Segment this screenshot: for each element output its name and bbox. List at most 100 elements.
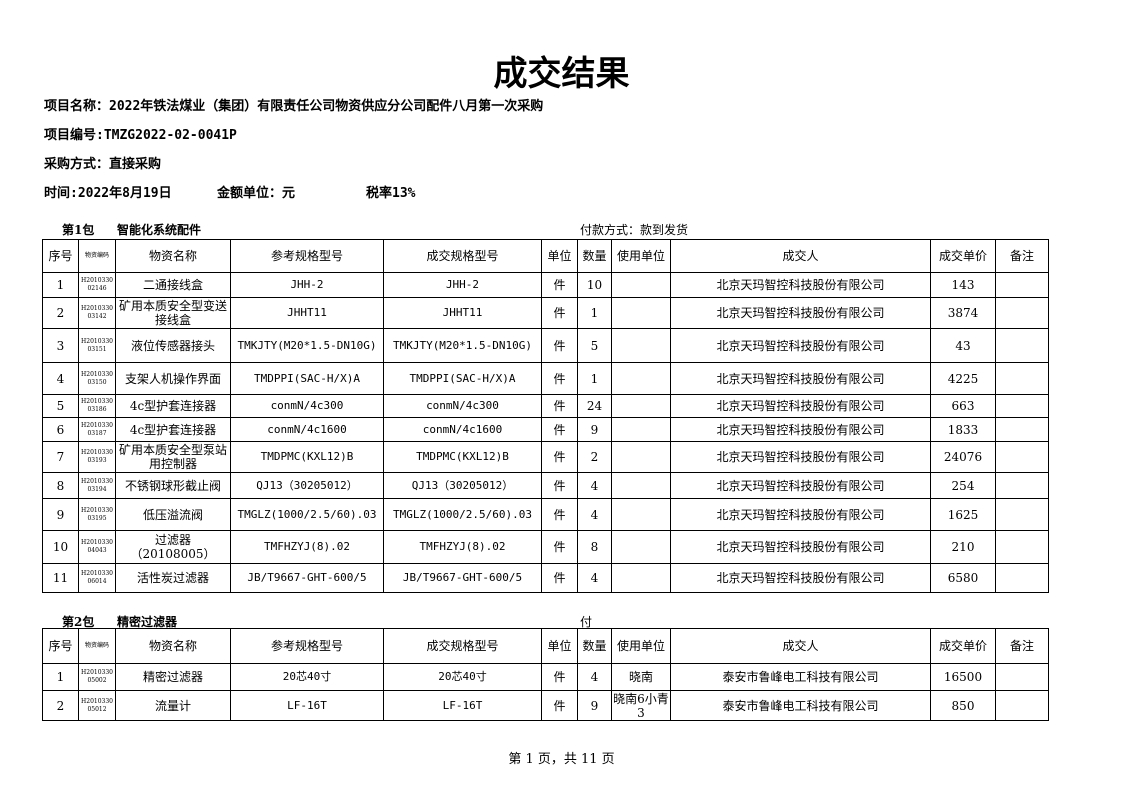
currency-unit: 金额单位：元 xyxy=(217,186,296,201)
code-part: H2010330 xyxy=(81,277,113,284)
cell-supplier: 北京天玛智控科技股份有限公司 xyxy=(670,297,931,329)
data-row: 6 H2010330 03187 4c型护套连接器 conmN/4c1600 conmN/… xyxy=(42,417,1049,442)
code-part: H2010330 xyxy=(81,669,113,676)
cell-no: 8 xyxy=(42,472,79,499)
cell-code: H2010330 04043 xyxy=(78,530,116,564)
cell-note xyxy=(995,272,1049,298)
cell-spec: conmN/4c300 xyxy=(383,394,542,418)
cell-spec: conmN/4c1600 xyxy=(383,417,542,442)
doc-title: 成交结果 xyxy=(493,54,630,94)
cell-user xyxy=(611,272,671,298)
cell-price: 16500 xyxy=(930,663,996,691)
cell-spec: TMDPPI(SAC-H/X)A xyxy=(383,362,542,395)
time: 时间:2022年8月19日 xyxy=(44,186,172,201)
cell-qty: 24 xyxy=(577,394,612,418)
data-row: 8 H2010330 03194 不锈钢球形截止阀 QJ13（30205012） QJ13… xyxy=(42,472,1049,499)
cell-unit: 件 xyxy=(541,394,578,418)
header-row: 序号 物资编码 物资名称 参考规格型号 成交规格型号 单位 数量 使用单位 成交人 成交单价 备注 xyxy=(42,628,1049,664)
cell-supplier: 北京天玛智控科技股份有限公司 xyxy=(670,272,931,298)
cell-no: 10 xyxy=(42,530,79,564)
cell-qty: 1 xyxy=(577,297,612,329)
header-cell: 物资编码 xyxy=(78,239,116,273)
cell-code: H2010330 05002 xyxy=(78,663,116,691)
code-part: 06014 xyxy=(87,578,107,585)
code-part: H2010330 xyxy=(81,539,113,546)
cell-qty: 10 xyxy=(577,272,612,298)
cell-supplier: 泰安市鲁峰电工科技有限公司 xyxy=(670,690,931,721)
cell-ref-spec: JHHT11 xyxy=(230,297,384,329)
header-cell: 物资名称 xyxy=(115,239,231,273)
cell-price: 6580 xyxy=(930,563,996,593)
cell-unit: 件 xyxy=(541,328,578,363)
cell-code: H2010330 03150 xyxy=(78,362,116,395)
cell-note xyxy=(995,417,1049,442)
header-cell: 单位 xyxy=(541,628,578,664)
header-cell: 成交规格型号 xyxy=(383,239,542,273)
cell-name: 低压溢流阀 xyxy=(115,498,231,531)
cell-code: H2010330 05012 xyxy=(78,690,116,721)
table-body: 序号 物资编码 物资名称 参考规格型号 成交规格型号 单位 数量 使用单位 成交人 成交单价 备注 1… xyxy=(42,628,1049,721)
cell-unit: 件 xyxy=(541,362,578,395)
header-cell: 备注 xyxy=(995,239,1049,273)
cell-spec: LF-16T xyxy=(383,690,542,721)
header-cell: 参考规格型号 xyxy=(230,628,384,664)
code-part: H2010330 xyxy=(81,305,113,312)
header-cell: 成交人 xyxy=(670,239,931,273)
code-part: 03151 xyxy=(87,345,107,353)
cell-unit: 件 xyxy=(541,498,578,531)
cell-price: 4225 xyxy=(930,362,996,395)
cell-code: H2010330 03151 xyxy=(78,328,116,363)
package-name: 智能化系统配件 xyxy=(117,223,202,237)
cell-no: 6 xyxy=(42,417,79,442)
cell-no: 1 xyxy=(42,272,79,298)
cell-unit: 件 xyxy=(541,563,578,593)
cell-note xyxy=(995,472,1049,499)
cell-name: 矿用本质安全型变送接线盒 xyxy=(115,297,231,329)
cell-no: 2 xyxy=(42,297,79,329)
cell-supplier: 北京天玛智控科技股份有限公司 xyxy=(670,417,931,442)
header-cell: 使用单位 xyxy=(611,239,671,273)
code-part: 03186 xyxy=(87,406,107,413)
cell-note xyxy=(995,362,1049,395)
cell-price: 143 xyxy=(930,272,996,298)
cell-price: 850 xyxy=(930,690,996,721)
cell-name: 活性炭过滤器 xyxy=(115,563,231,593)
cell-user xyxy=(611,297,671,329)
cell-spec: TMFHZYJ(8).02 xyxy=(383,530,542,564)
cell-user xyxy=(611,394,671,418)
cell-ref-spec: QJ13（30205012） xyxy=(230,472,384,499)
cell-supplier: 北京天玛智控科技股份有限公司 xyxy=(670,394,931,418)
data-row: 1 H2010330 02146 二通接线盒 JHH-2 JHH-2 件 10 北京天玛智控科技… xyxy=(42,272,1049,298)
deal-table: 序号 物资编码 物资名称 参考规格型号 成交规格型号 单位 数量 使用单位 成交人 成交单价 备注 1… xyxy=(42,239,1049,593)
cell-qty: 1 xyxy=(577,362,612,395)
code-part: 03194 xyxy=(87,485,107,493)
cell-no: 11 xyxy=(42,563,79,593)
cell-ref-spec: 20芯40寸 xyxy=(230,663,384,691)
cell-code: H2010330 06014 xyxy=(78,563,116,593)
code-part: 05002 xyxy=(87,677,107,684)
cell-note xyxy=(995,563,1049,593)
cell-no: 3 xyxy=(42,328,79,363)
header-cell: 数量 xyxy=(577,628,612,664)
cell-spec: TMDPMC(KXL12)B xyxy=(383,441,542,473)
cell-user xyxy=(611,362,671,395)
cell-unit: 件 xyxy=(541,690,578,721)
cell-ref-spec: conmN/4c1600 xyxy=(230,417,384,442)
cell-qty: 9 xyxy=(577,417,612,442)
cell-user xyxy=(611,563,671,593)
cell-code: H2010330 03187 xyxy=(78,417,116,442)
code-part: H2010330 xyxy=(81,398,113,405)
data-row: 11 H2010330 06014 活性炭过滤器 JB/T9667-GHT-600/5 J… xyxy=(42,563,1049,593)
cell-ref-spec: LF-16T xyxy=(230,690,384,721)
cell-spec: JHHT11 xyxy=(383,297,542,329)
cell-no: 2 xyxy=(42,690,79,721)
cell-supplier: 北京天玛智控科技股份有限公司 xyxy=(670,563,931,593)
code-part: H2010330 xyxy=(81,337,113,345)
cell-unit: 件 xyxy=(541,663,578,691)
method: 采购方式：直接采购 xyxy=(44,157,162,172)
header-cell: 备注 xyxy=(995,628,1049,664)
project-name: 项目名称：2022年铁法煤业（集团）有限责任公司物资供应分公司配件八月第一次采购 xyxy=(44,99,544,114)
header-cell: 成交规格型号 xyxy=(383,628,542,664)
deal-table: 序号 物资编码 物资名称 参考规格型号 成交规格型号 单位 数量 使用单位 成交人 成交单价 备注 1… xyxy=(42,628,1049,721)
header-cell: 单位 xyxy=(541,239,578,273)
